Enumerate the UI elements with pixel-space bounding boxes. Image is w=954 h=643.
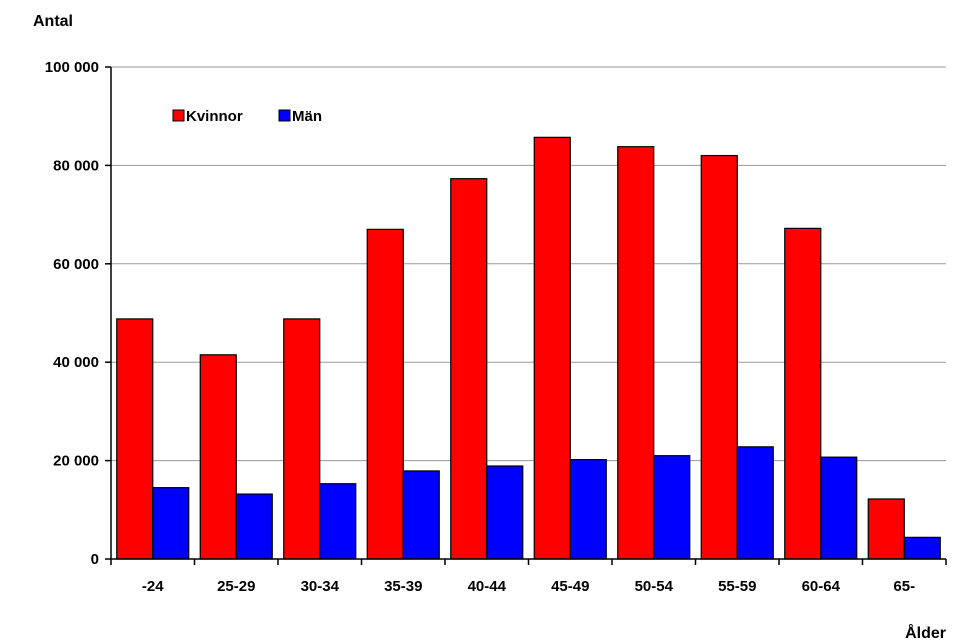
bar-man-9 (903, 536, 941, 560)
x-tick-label-9: 65- (893, 578, 915, 595)
x-tick-label-4: 40-44 (468, 578, 507, 595)
legend-swatch-kvinnor (172, 109, 185, 122)
bar-kvinnor-1 (199, 354, 237, 560)
x-tick-label-2: 30-34 (301, 578, 340, 595)
bar-kvinnor-2 (283, 318, 321, 560)
y-tick-labels: 0 20 000 40 000 60 000 80 000 100 000 (45, 59, 99, 568)
bar-kvinnor-7 (700, 154, 738, 560)
bar-man-5 (569, 459, 607, 560)
bar-man-8 (820, 456, 858, 560)
legend: Kvinnor Män (172, 108, 322, 125)
x-tick-label-7: 55-59 (718, 578, 756, 595)
bar-kvinnor-9 (867, 498, 905, 560)
legend-swatch-man (278, 109, 291, 122)
x-axis-title: Ålder (905, 623, 946, 642)
x-tick-label-3: 35-39 (384, 578, 422, 595)
y-tick-label-4: 80 000 (53, 157, 99, 174)
x-tick-label-5: 45-49 (551, 578, 589, 595)
legend-label-kvinnor: Kvinnor (186, 108, 243, 125)
x-tick-label-6: 50-54 (635, 578, 674, 595)
x-tick-label-0: -24 (142, 578, 164, 595)
y-axis-title: Antal (33, 13, 73, 30)
bar-man-4 (486, 465, 524, 560)
bar-kvinnor-8 (784, 227, 822, 560)
bar-kvinnor-6 (617, 146, 655, 560)
x-tick-labels: -24 25-29 30-34 35-39 40-44 45-49 50-54 55-59 60… (142, 578, 915, 595)
legend-label-man: Män (292, 108, 322, 125)
axes (105, 66, 947, 565)
bar-man-1 (235, 493, 273, 560)
bar-kvinnor-3 (366, 228, 404, 560)
bars (116, 136, 941, 560)
y-tick-label-2: 40 000 (53, 354, 99, 371)
x-tick-label-1: 25-29 (217, 578, 255, 595)
bar-kvinnor-0 (116, 318, 154, 560)
x-tick-label-8: 60-64 (802, 578, 841, 595)
y-tick-label-3: 60 000 (53, 256, 99, 273)
bar-man-6 (653, 455, 691, 560)
y-tick-label-1: 20 000 (53, 453, 99, 470)
bar-man-7 (736, 446, 774, 560)
bar-kvinnor-5 (533, 136, 571, 560)
y-tick-label-0: 0 (91, 551, 99, 568)
bar-man-3 (402, 470, 440, 560)
bar-man-0 (152, 487, 190, 560)
bar-kvinnor-4 (450, 178, 488, 560)
y-tick-label-5: 100 000 (45, 59, 99, 76)
bar-man-2 (319, 483, 357, 560)
